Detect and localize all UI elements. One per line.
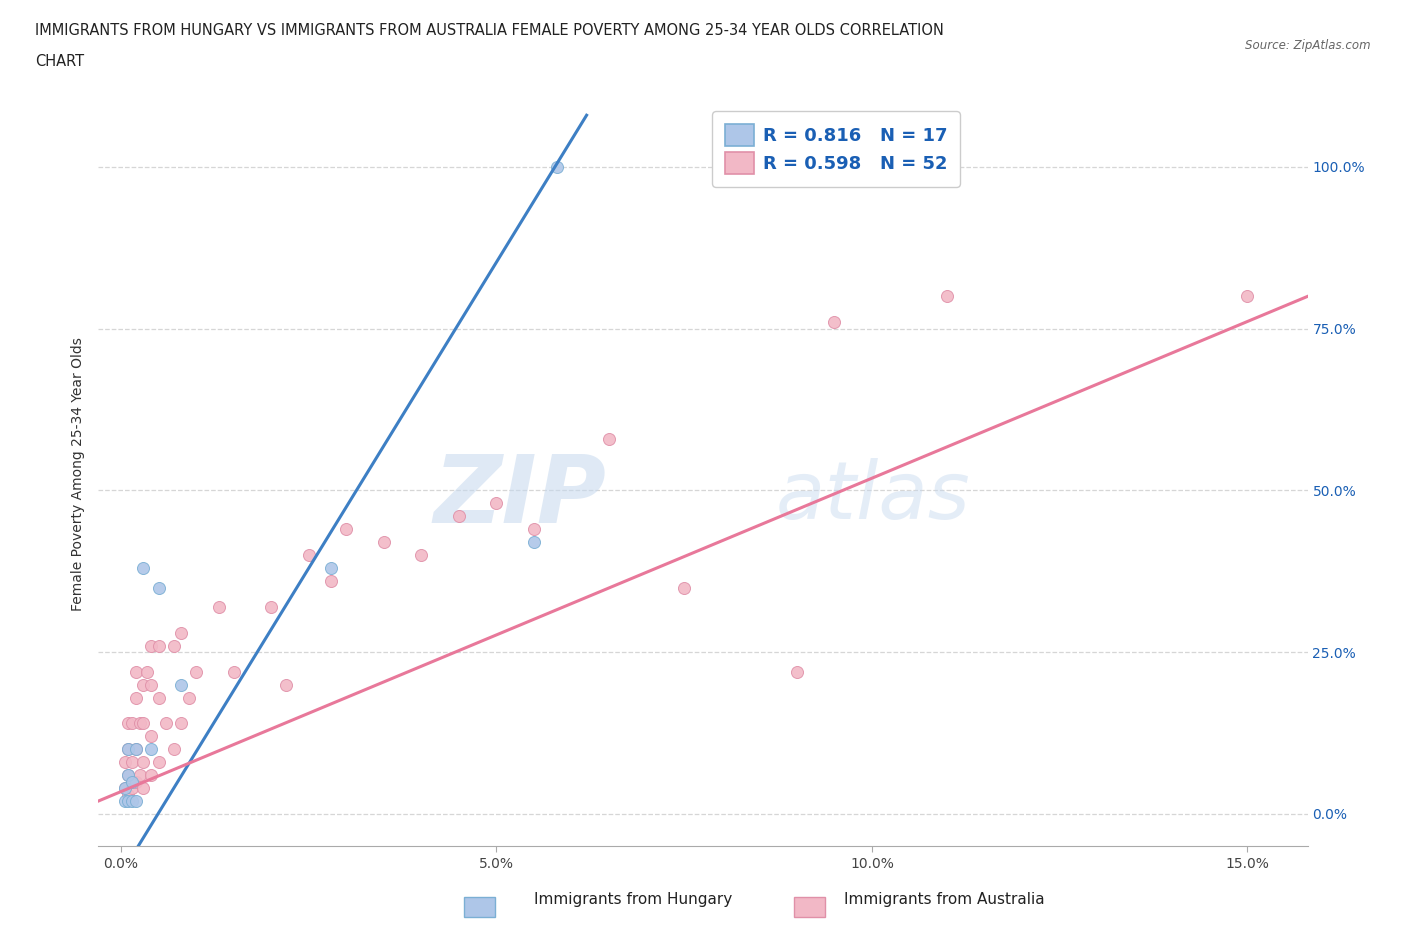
Point	[148, 755, 170, 770]
Point	[546, 160, 568, 175]
Point	[132, 716, 155, 731]
Point	[139, 638, 162, 653]
Point	[162, 742, 184, 757]
Point	[170, 677, 193, 692]
Point	[222, 664, 245, 679]
Point	[321, 561, 343, 576]
Point	[139, 742, 162, 757]
Text: CHART: CHART	[35, 54, 84, 69]
Point	[523, 535, 546, 550]
Point	[1236, 289, 1258, 304]
Point	[125, 690, 148, 705]
Point	[132, 780, 155, 795]
Point	[485, 496, 508, 511]
Point	[298, 548, 321, 563]
Legend: R = 0.816   N = 17, R = 0.598   N = 52: R = 0.816 N = 17, R = 0.598 N = 52	[713, 112, 960, 187]
Point	[184, 664, 207, 679]
Point	[162, 638, 184, 653]
Text: atlas: atlas	[776, 458, 970, 536]
Point	[276, 677, 298, 692]
Text: IMMIGRANTS FROM HUNGARY VS IMMIGRANTS FROM AUSTRALIA FEMALE POVERTY AMONG 25-34 : IMMIGRANTS FROM HUNGARY VS IMMIGRANTS FR…	[35, 23, 943, 38]
Point	[177, 690, 200, 705]
Point	[335, 522, 357, 537]
Point	[155, 716, 177, 731]
Point	[117, 787, 139, 802]
Point	[125, 742, 148, 757]
Point	[117, 742, 139, 757]
Text: Immigrants from Australia: Immigrants from Australia	[844, 892, 1045, 907]
Point	[128, 767, 150, 782]
Point	[121, 755, 143, 770]
Point	[117, 767, 139, 782]
Point	[132, 755, 155, 770]
Point	[121, 716, 143, 731]
Point	[125, 664, 148, 679]
Point	[411, 548, 433, 563]
Point	[121, 793, 143, 808]
Text: ZIP: ZIP	[433, 451, 606, 542]
Point	[170, 625, 193, 640]
Point	[598, 432, 620, 446]
Y-axis label: Female Poverty Among 25-34 Year Olds: Female Poverty Among 25-34 Year Olds	[72, 338, 86, 611]
Point	[125, 742, 148, 757]
Point	[125, 774, 148, 789]
Point	[260, 600, 283, 615]
Point	[132, 677, 155, 692]
Point	[136, 664, 159, 679]
Point	[117, 716, 139, 731]
Text: Source: ZipAtlas.com: Source: ZipAtlas.com	[1246, 39, 1371, 52]
Point	[207, 600, 229, 615]
Point	[786, 664, 808, 679]
Point	[117, 793, 139, 808]
Point	[321, 574, 343, 589]
Point	[132, 561, 155, 576]
Point	[139, 767, 162, 782]
Point	[117, 767, 139, 782]
Point	[673, 580, 696, 595]
Point	[447, 509, 470, 524]
Point	[125, 793, 148, 808]
Point	[936, 289, 959, 304]
Point	[148, 690, 170, 705]
Point	[523, 522, 546, 537]
Point	[121, 780, 143, 795]
Point	[128, 716, 150, 731]
Point	[139, 677, 162, 692]
Text: Immigrants from Hungary: Immigrants from Hungary	[534, 892, 733, 907]
Point	[373, 535, 395, 550]
Point	[117, 742, 139, 757]
Point	[121, 774, 143, 789]
Point	[114, 755, 136, 770]
Point	[114, 780, 136, 795]
Point	[170, 716, 193, 731]
Point	[114, 780, 136, 795]
Point	[148, 638, 170, 653]
Point	[748, 160, 770, 175]
Point	[148, 580, 170, 595]
Point	[114, 793, 136, 808]
Point	[139, 729, 162, 744]
Point	[823, 315, 845, 330]
